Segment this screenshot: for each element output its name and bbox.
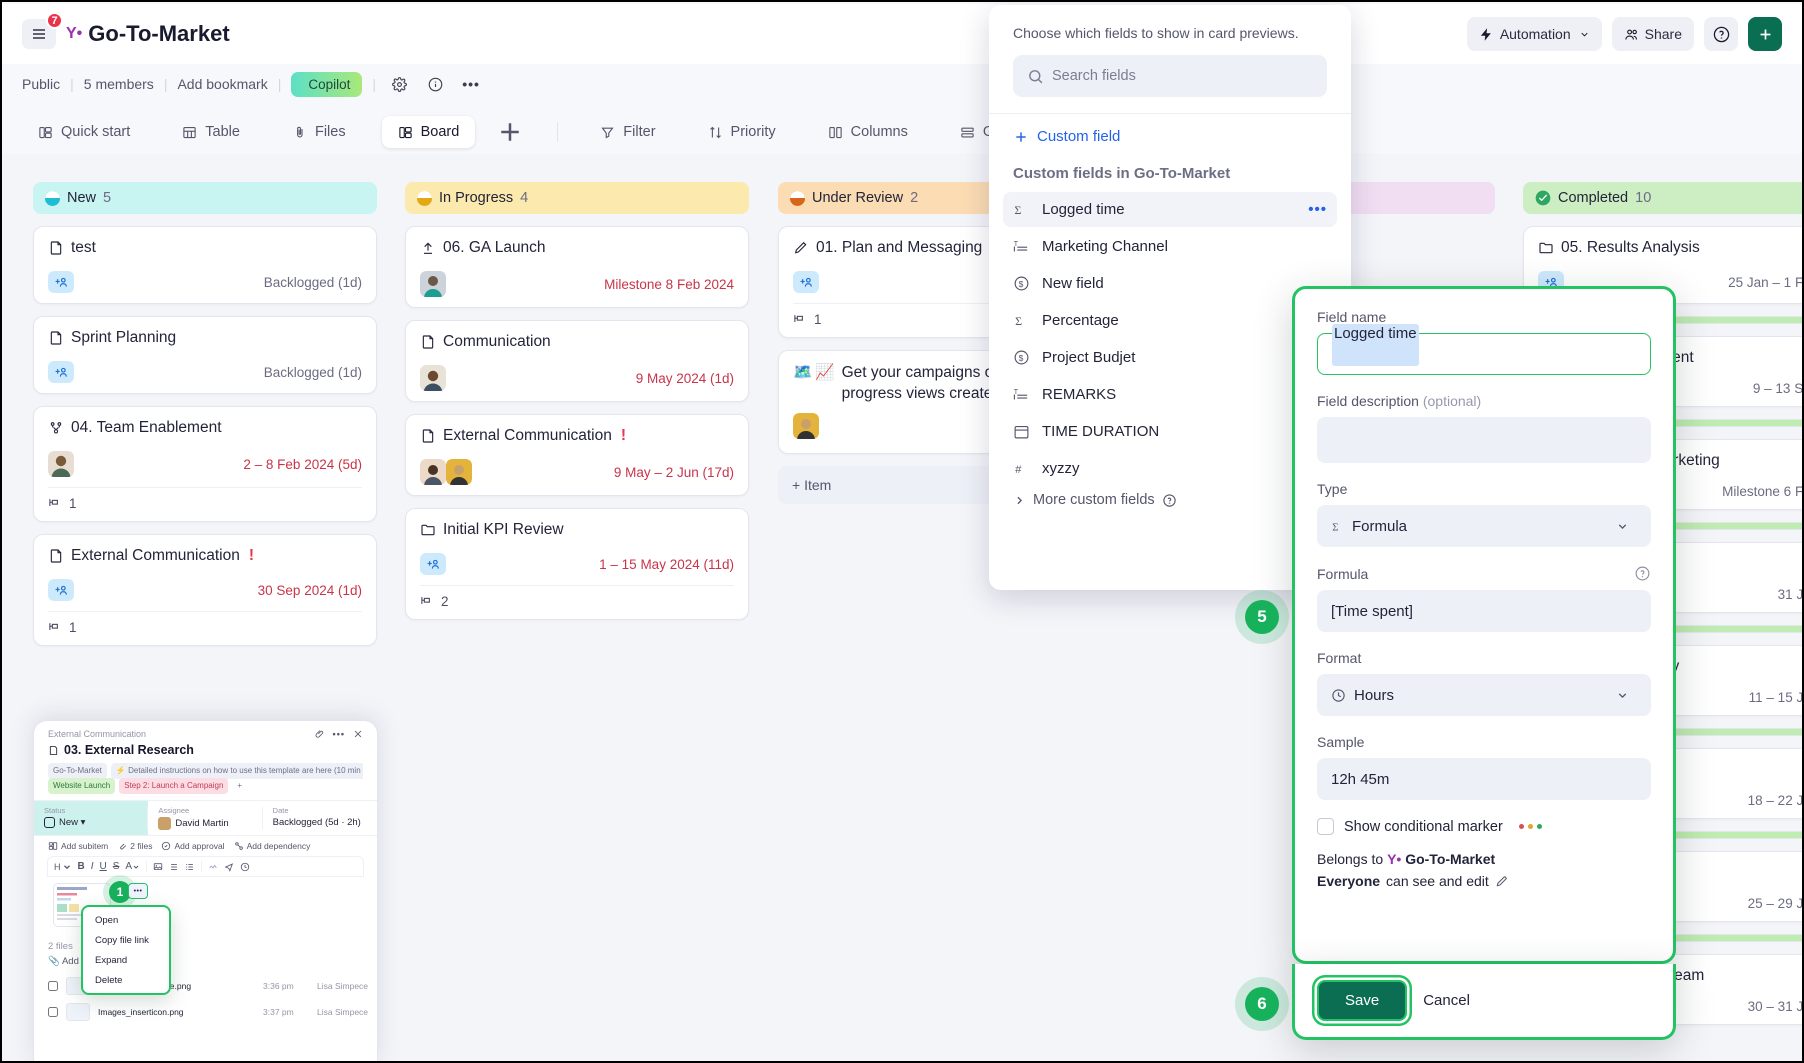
svg-text:Σ: Σ [1014,203,1021,217]
svg-text:Σ: Σ [1332,522,1338,533]
svg-text:$: $ [1019,353,1024,363]
svg-text:Σ: Σ [1015,314,1022,328]
svg-text:$: $ [1019,279,1024,289]
svg-text:#: # [1015,464,1022,476]
